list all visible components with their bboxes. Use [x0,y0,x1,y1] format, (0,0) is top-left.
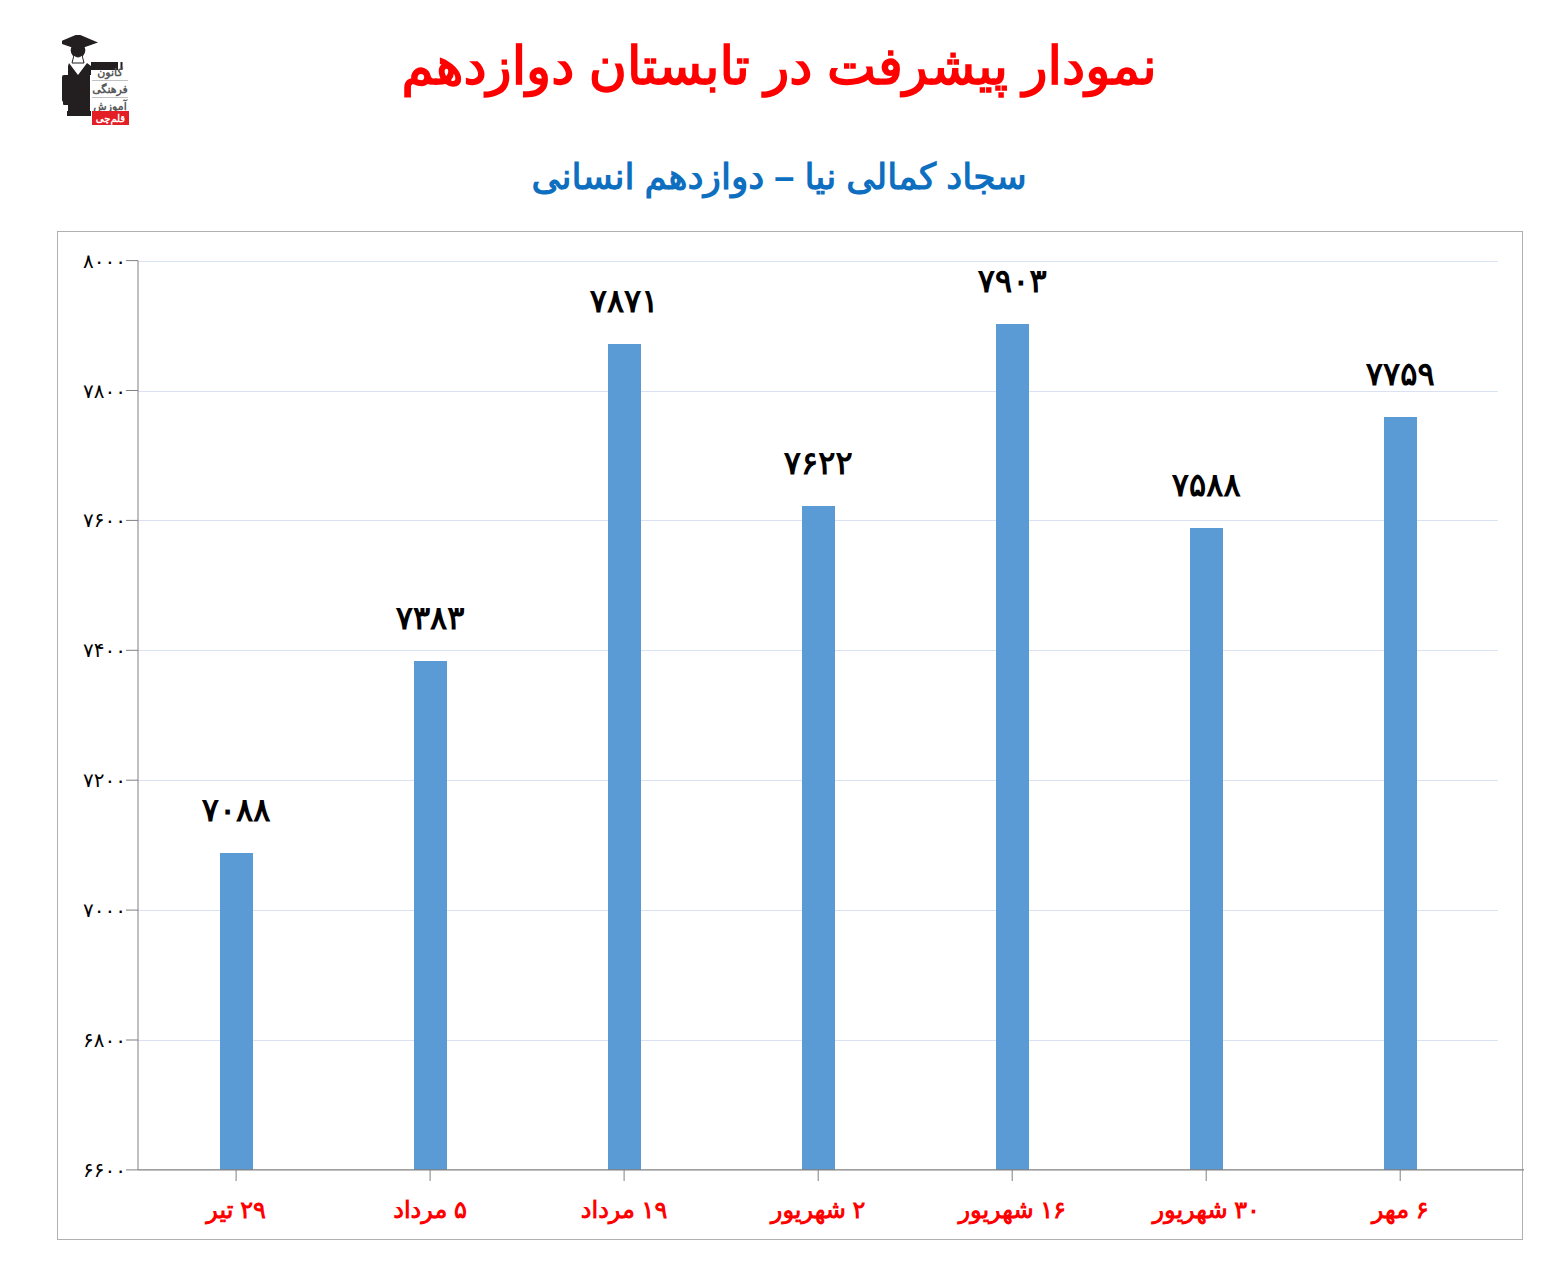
svg-text:قلم‌چی: قلم‌چی [96,113,125,125]
